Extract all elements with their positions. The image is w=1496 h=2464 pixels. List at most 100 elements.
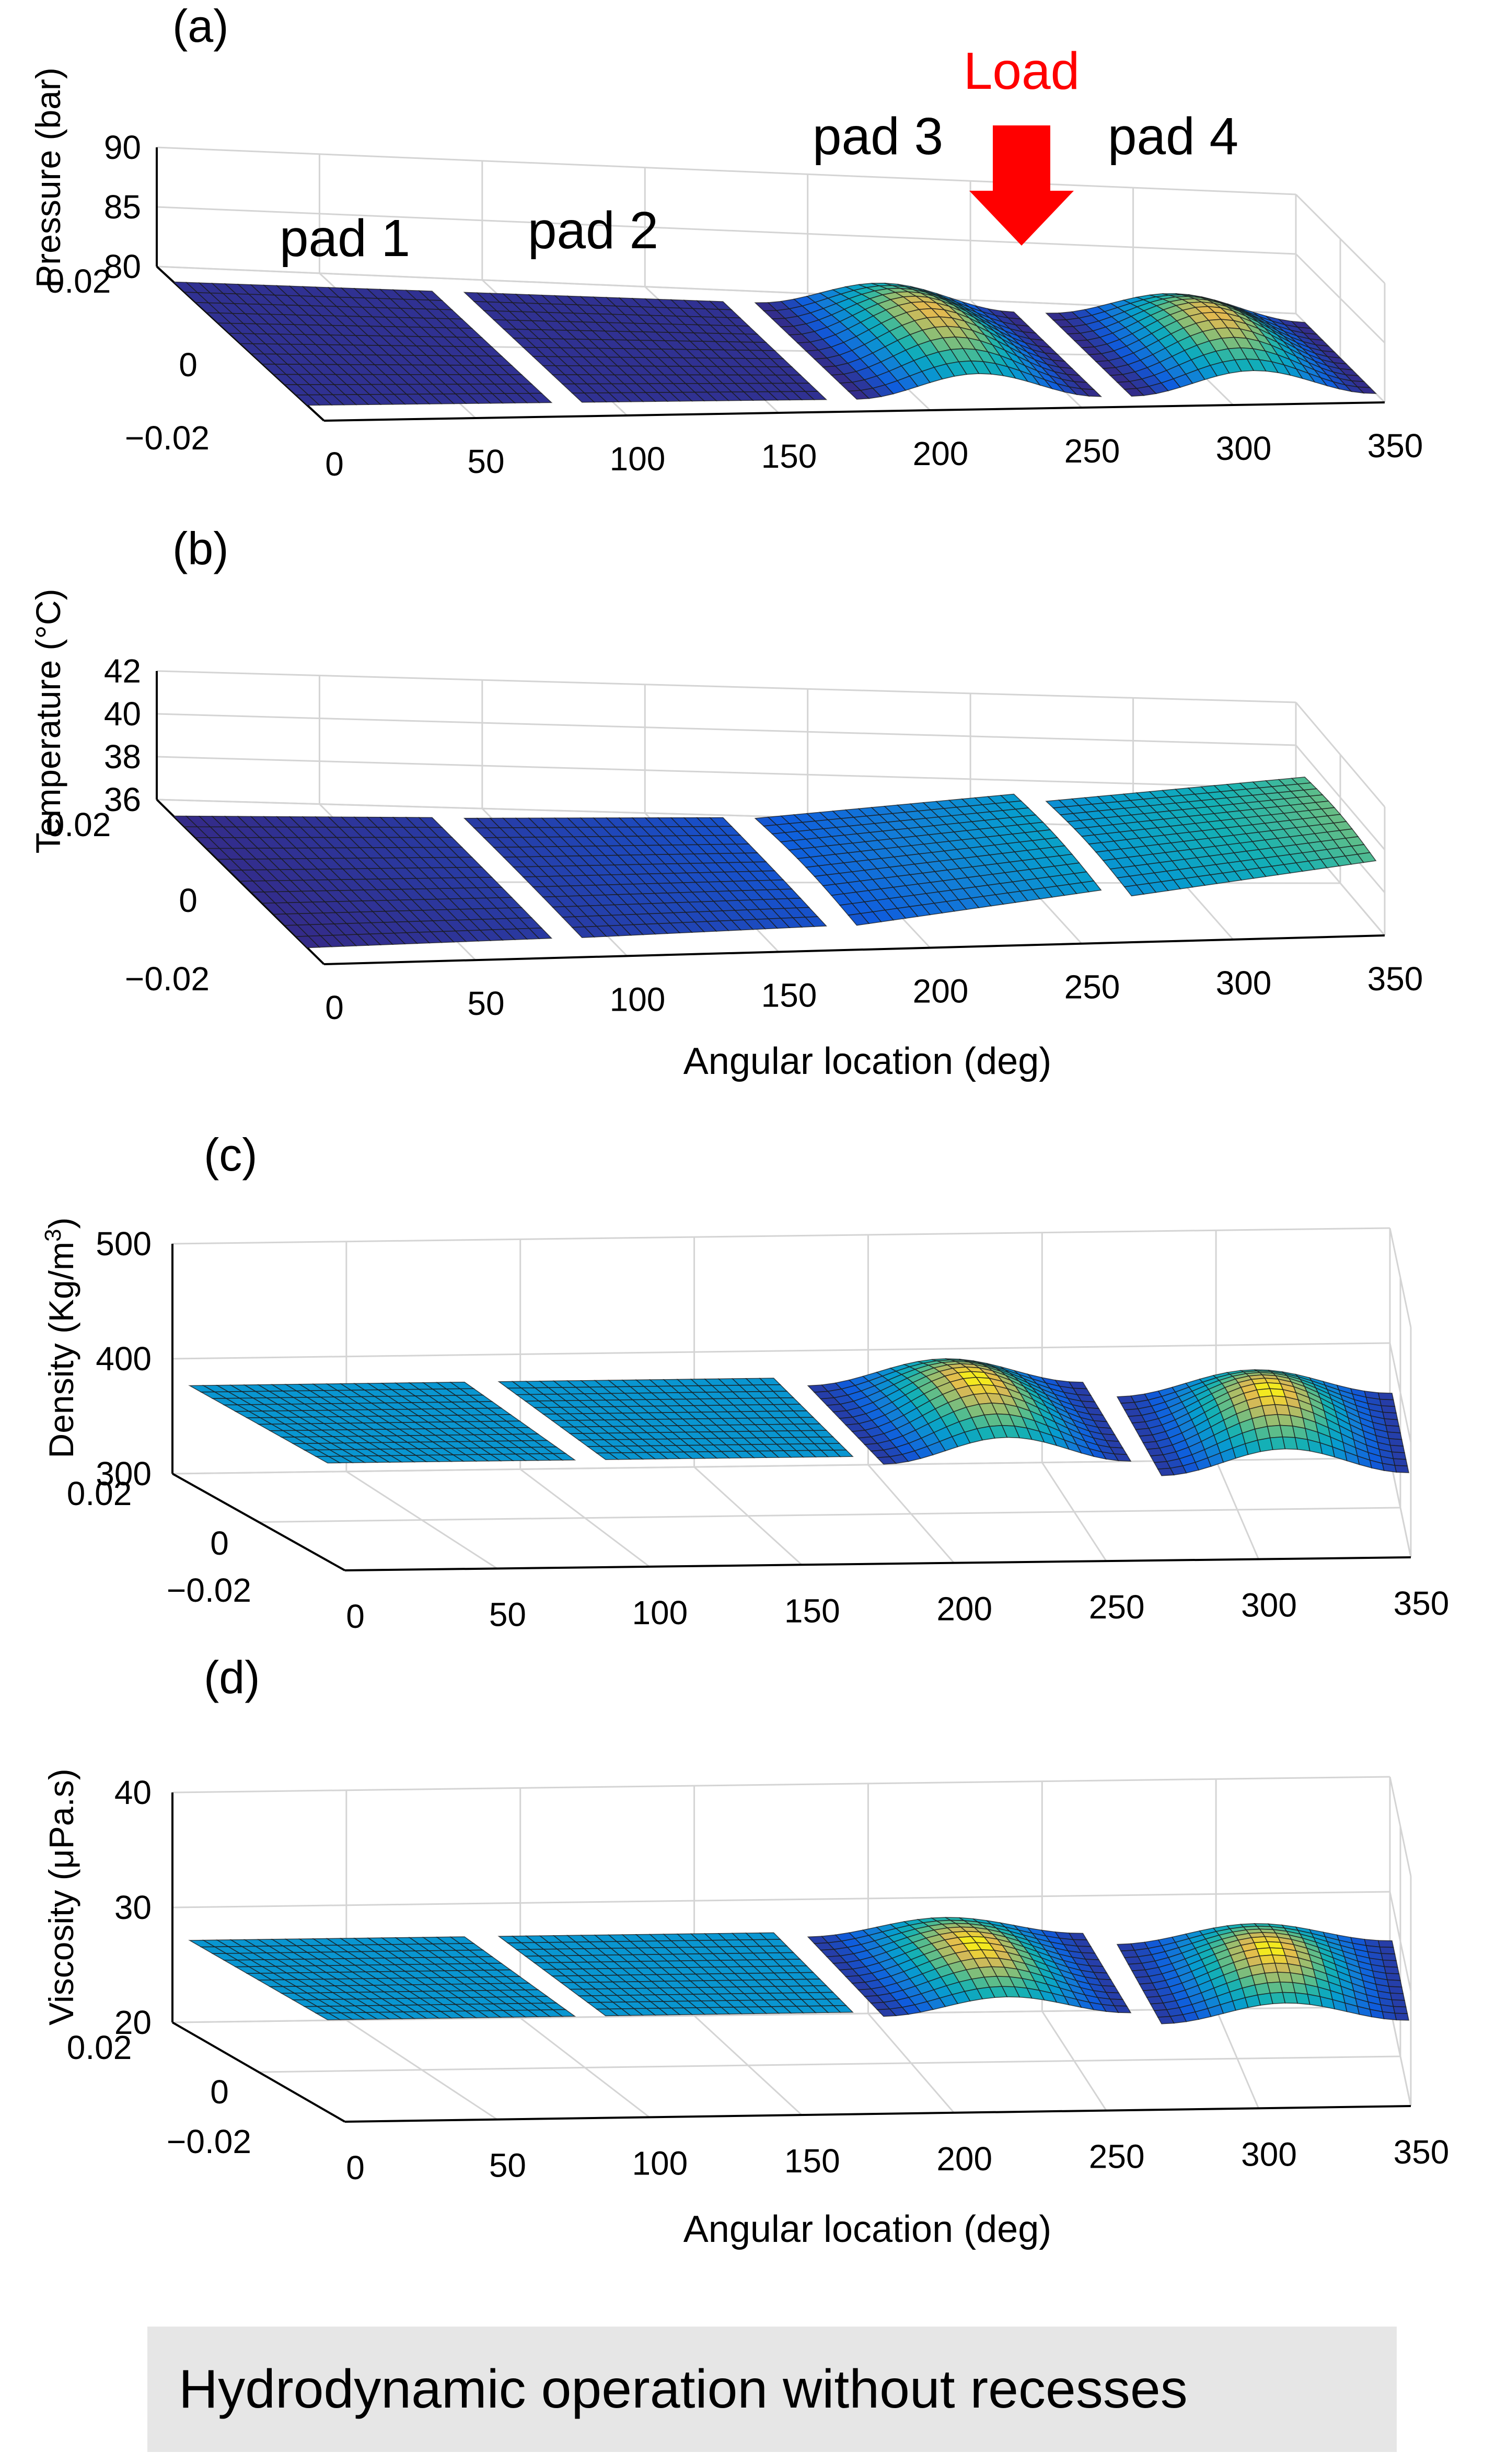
x-tick-label: 100	[632, 1594, 688, 1632]
z-tick-label: 300	[96, 1455, 152, 1493]
grid-line	[172, 1776, 1390, 1794]
x-tick-label: 0	[325, 445, 344, 483]
surface-patch	[1391, 1451, 1407, 1460]
x-tick-label: 150	[784, 2142, 840, 2180]
x-tick-label: 250	[1089, 1588, 1145, 1626]
annotations: pad 1 pad 2 pad 3 pad 4 Load	[280, 42, 1238, 268]
surface-patch	[1394, 2012, 1409, 2021]
surface-pad-3	[807, 1917, 1132, 2017]
tick-labels: 0 50 100 150 200 250 300 350 36 38 40 42 0.02 0 −0.02	[46, 652, 1423, 1026]
y-tick-label: 0	[179, 882, 198, 919]
surface-patch	[1388, 1986, 1404, 1994]
caption-text: Hydrodynamic operation without recesses	[179, 2359, 1188, 2420]
grid-line	[258, 2055, 1401, 2073]
surface-patch	[528, 927, 553, 940]
x-tick-label: 150	[761, 976, 817, 1014]
tick-labels: 0 50 100 150 200 250 300 350 300 400 500 0.02 0 −0.02	[67, 1225, 1449, 1635]
surface-patch	[832, 1449, 854, 1457]
y-tick-label: 0.02	[46, 262, 111, 300]
y-axis-line	[172, 2021, 345, 2123]
y-tick-label: 0	[210, 1524, 229, 1562]
x-tick-label: 350	[1367, 427, 1423, 465]
surfaces	[172, 777, 1377, 948]
load-label: Load	[964, 42, 1080, 100]
x-axis-line	[344, 2105, 1411, 2123]
x-tick-label: 300	[1241, 2135, 1297, 2173]
surface-patch	[1114, 2005, 1132, 2014]
surface-patch	[1387, 1979, 1402, 1988]
surface-patch	[1356, 386, 1377, 394]
x-tick-label: 300	[1216, 430, 1272, 467]
grid-line	[258, 1507, 1401, 1523]
surface-patch	[1379, 1946, 1396, 1954]
z-axis-label: Temperature (°C)	[29, 589, 67, 854]
z-axis-label: Pressure (bar)	[29, 67, 67, 288]
y-tick-label: −0.02	[167, 1571, 251, 1609]
x-tick-label: 0	[346, 2149, 365, 2187]
surface-patch	[1356, 852, 1377, 863]
x-tick-label: 200	[936, 2140, 992, 2178]
z-tick-label: 38	[104, 738, 141, 776]
grid-line	[172, 1342, 1390, 1360]
y-tick-label: 0.02	[67, 1475, 132, 1512]
surface-patch	[804, 916, 828, 927]
surface-patch	[528, 392, 553, 403]
tick-labels: 0 50 100 150 200 250 300 350 20 30 40 0.02 0 −0.02	[67, 1774, 1449, 2187]
x-tick-label: 50	[489, 2147, 526, 2184]
surface-patch	[1080, 388, 1103, 397]
x-tick-label: 150	[761, 437, 817, 475]
x-axis-line	[344, 1556, 1411, 1571]
x-tick-label: 250	[1089, 2138, 1145, 2176]
z-axis-label: Density (Kg/m3)	[40, 1218, 81, 1459]
x-axis-line	[323, 401, 1385, 422]
x-tick-label: 100	[610, 980, 666, 1018]
z-tick-label: 36	[104, 781, 141, 818]
panel-label: (a)	[172, 0, 229, 52]
panel-c: 0 50 100 150 200 250 300 350 300 400 500 0.02 0 −0.02…	[40, 1129, 1449, 1635]
pad-label: pad 4	[1108, 107, 1238, 166]
x-tick-label: 350	[1394, 1584, 1449, 1622]
z-tick-label: 500	[96, 1225, 152, 1263]
surface-patch	[1381, 1953, 1397, 1961]
surface-patch	[1377, 1392, 1394, 1401]
x-tick-label: 200	[913, 973, 969, 1010]
z-tick-label: 40	[104, 695, 141, 733]
x-tick-label: 300	[1241, 1587, 1297, 1624]
surfaces	[188, 1917, 1409, 2025]
surface-pad-3	[754, 793, 1102, 926]
z-tick-label: 85	[104, 188, 141, 226]
y-tick-label: 0	[179, 346, 198, 384]
x-tick-label: 200	[913, 435, 969, 472]
surface-patch	[552, 2009, 576, 2017]
surface-patch	[1384, 1966, 1400, 1974]
y-tick-label: 0	[210, 2073, 229, 2111]
pad-label: pad 1	[280, 209, 410, 268]
surface-pad-2	[463, 817, 828, 938]
load-arrow-icon	[969, 125, 1074, 246]
x-tick-label: 100	[610, 440, 666, 478]
x-tick-label: 50	[467, 443, 504, 480]
x-tick-label: 250	[1064, 968, 1120, 1006]
y-tick-label: −0.02	[125, 419, 210, 457]
surface-pad-4	[1116, 1923, 1409, 2025]
grid-line	[156, 713, 1296, 746]
surface-patch	[1113, 1453, 1132, 1462]
grid-line	[172, 1891, 1390, 1908]
z-axis-label: Viscosity (μPa.s)	[42, 1768, 80, 2026]
x-tick-label: 50	[489, 1595, 526, 1633]
surface-patch	[804, 391, 828, 400]
panel-label: (d)	[204, 1651, 260, 1703]
tick-labels: 0 50 100 150 200 250 300 350 80 85 90 0.02 0 −0.02	[46, 129, 1423, 483]
x-axis-line	[323, 934, 1385, 965]
axes	[171, 1244, 1411, 1571]
surface-patch	[1389, 1993, 1405, 2001]
z-tick-label: 20	[114, 2004, 152, 2041]
surface-pad-3	[754, 283, 1103, 400]
surface-patch	[1377, 1940, 1394, 1948]
x-tick-label: 300	[1216, 964, 1272, 1002]
x-tick-label: 250	[1064, 432, 1120, 470]
panel-label: (c)	[204, 1129, 258, 1181]
surface-patch	[551, 1453, 576, 1461]
x-tick-label: 0	[325, 989, 344, 1026]
